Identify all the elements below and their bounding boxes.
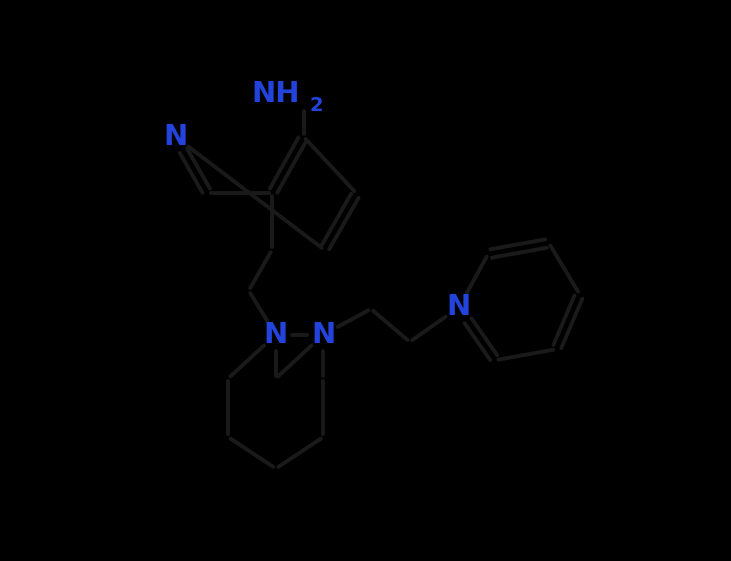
Text: N: N — [264, 320, 288, 348]
Text: N: N — [311, 320, 336, 348]
Text: N: N — [447, 293, 471, 321]
Text: N: N — [163, 123, 188, 151]
Text: NH: NH — [251, 80, 300, 108]
Text: 2: 2 — [309, 96, 323, 115]
